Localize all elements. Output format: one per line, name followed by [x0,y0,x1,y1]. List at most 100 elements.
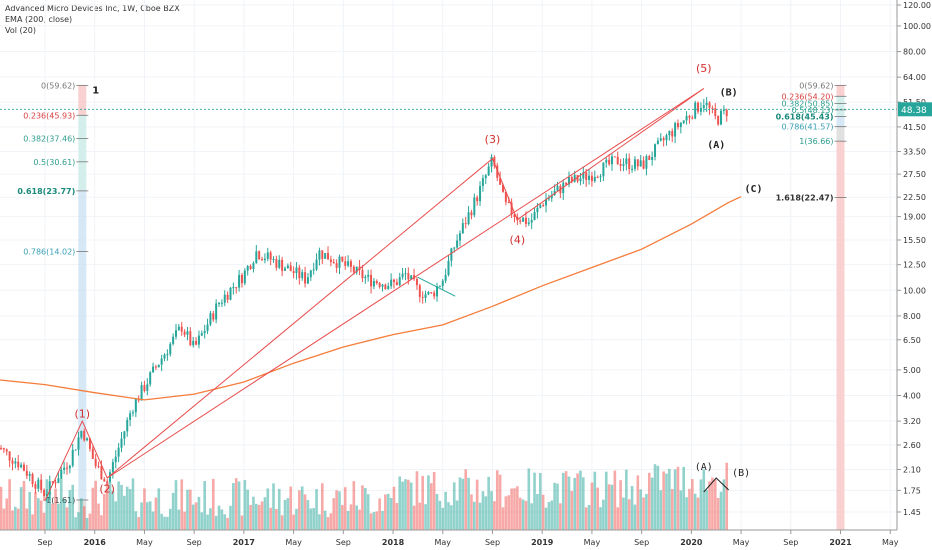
volume-bar [131,478,135,530]
price-tick-label: 4.00 [903,391,921,400]
volume-bar [209,508,212,530]
volume-bar [303,494,307,530]
candle-body [619,164,622,166]
candle-body [392,279,395,283]
volume-indicator-label[interactable]: Vol (20) [5,26,36,35]
wave-label: (2) [99,482,115,495]
volume-bar [88,513,92,530]
volume-bar [653,464,657,530]
candle-body [183,331,186,335]
candle-body [441,280,444,287]
candle-body [212,313,215,320]
volume-bar [80,498,83,530]
volume-bar [452,482,456,530]
candle-body [57,478,60,484]
volume-bar [670,489,674,530]
candle-body [8,451,11,461]
price-tick-label: 3.20 [903,417,921,426]
candle-body [252,263,255,269]
fib-level-label: 0.382(37.46) [23,135,75,144]
candle-body [527,222,530,225]
chart-legend: Advanced Micro Devices Inc, 1W, Cboe BZX… [5,3,180,36]
candle-body [691,117,694,119]
correction-label: (C) [744,184,762,195]
volume-bar [309,508,313,530]
volume-bar [647,472,651,530]
volume-bar [619,480,622,530]
correction-label: (B) [720,88,738,99]
correction-label: (A) [707,140,725,151]
volume-bar [234,478,238,530]
volume-bar [719,491,723,530]
candle-body [496,165,499,178]
candle-body [430,292,433,294]
candle-body [370,274,373,287]
volume-bar [564,471,568,530]
volume-bar [544,507,548,530]
fib-level-label: 0(59.62) [799,81,833,90]
volume-bar [91,487,95,530]
candle-body [149,372,152,385]
candle-body [232,287,235,289]
candle-body [705,102,708,106]
volume-bar [559,503,562,530]
volume-bar [464,469,468,530]
candle-body [163,354,166,359]
price-tick-label: 64.00 [903,73,926,82]
volume-bar [487,476,490,530]
volume-bar [607,484,611,530]
volume-bar [25,508,29,530]
volume-wave-path [703,477,729,493]
volume-bar [180,479,184,530]
wave-label: (4) [510,234,526,247]
volume-bar [381,510,384,530]
volume-bar [100,515,103,530]
candle-body [51,481,54,483]
volume-bar [183,511,186,530]
volume-bar [604,471,608,530]
candle-body [91,448,94,459]
price-tick-label: 120.00 [903,1,931,10]
candle-body [616,156,619,165]
candle-body [481,178,484,187]
ema-indicator-label[interactable]: EMA (200, close) [5,15,73,24]
volume-bar [263,497,267,530]
candle-body [725,109,728,117]
candle-body [14,461,17,464]
candle-body [215,303,218,320]
elliott-wave-line [44,88,705,501]
candle-body [295,267,298,273]
candle-body [711,107,714,109]
volume-bar [432,471,436,530]
candle-body [424,294,427,298]
candle-body [289,265,292,272]
fib-zone [78,138,87,162]
volume-bar [82,506,86,530]
candle-body [610,156,613,165]
candle-body [565,182,568,185]
volume-bar [358,509,361,530]
candle-body [146,384,149,391]
candle-body [573,175,576,182]
volume-bar [573,477,577,530]
candle-body [694,102,697,119]
volume-bar [277,488,281,530]
volume-bar [335,490,338,530]
volume-bar [642,497,645,530]
volume-bar [272,483,275,530]
volume-bar [157,488,161,530]
volume-bar [48,492,52,530]
candle-body [567,177,570,185]
volume-wave-label: (B) [732,468,750,479]
fib-zone [78,161,87,191]
candle-body [246,265,249,271]
price-tick-label: 12.50 [903,261,926,270]
volume-bar [556,483,559,530]
time-tick-label: 2018 [382,538,405,547]
candle-body [493,156,496,166]
price-axis[interactable] [897,0,932,550]
volume-bar [191,504,195,530]
volume-bar [708,481,711,530]
volume-bar [691,479,694,530]
